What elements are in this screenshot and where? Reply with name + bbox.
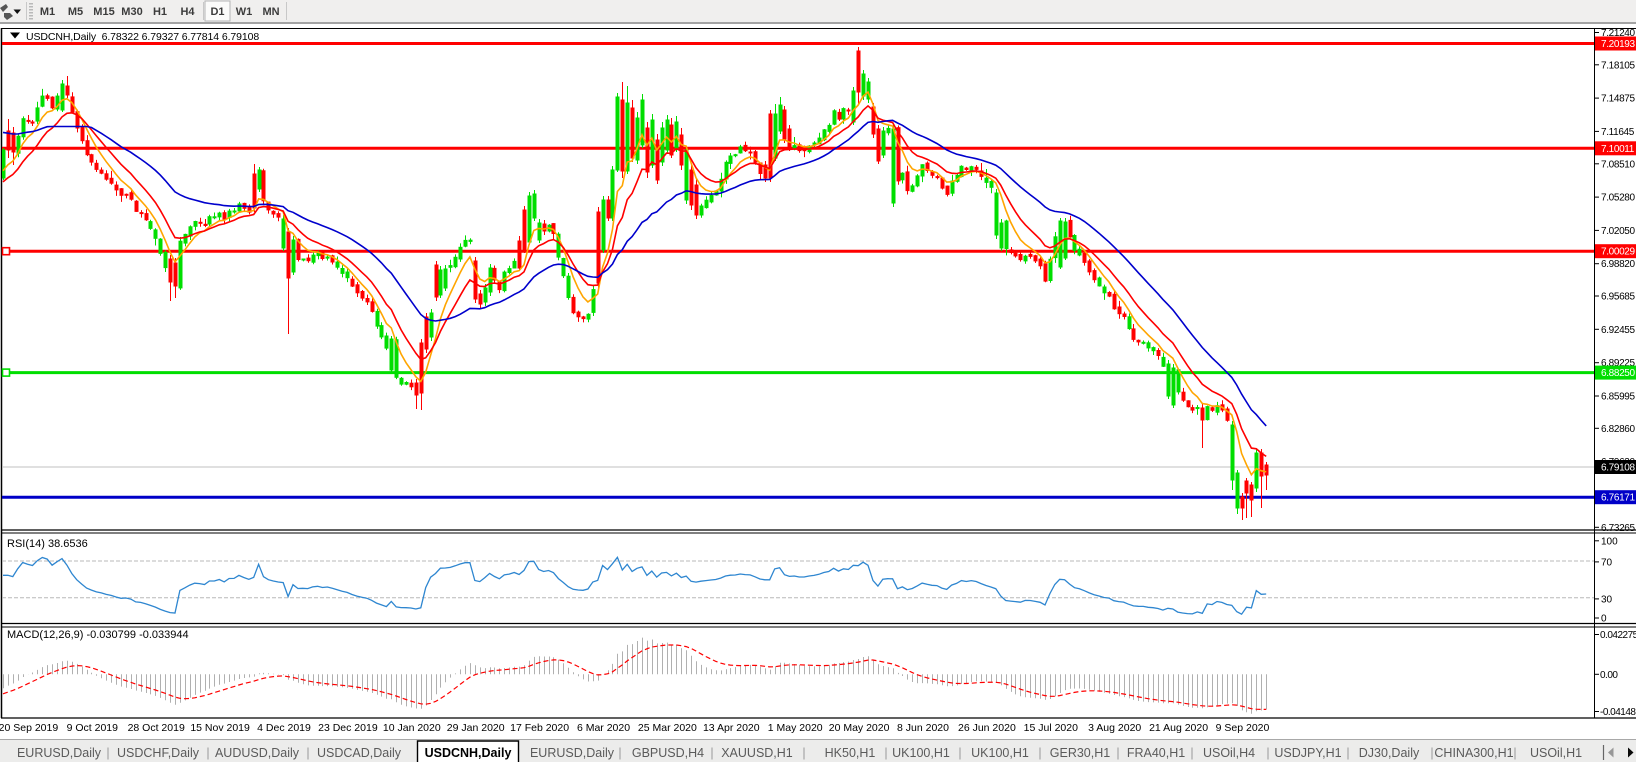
svg-text:M15: M15 [93,6,114,18]
svg-text:|: | [206,746,209,760]
svg-text:15 Nov 2019: 15 Nov 2019 [190,722,250,734]
svg-text:6.79108: 6.79108 [1601,463,1635,474]
svg-text:25 Mar 2020: 25 Mar 2020 [638,722,697,734]
svg-text:30: 30 [1601,594,1613,605]
svg-text:10 Jan 2020: 10 Jan 2020 [383,722,441,734]
svg-text:13 Apr 2020: 13 Apr 2020 [703,722,760,734]
svg-text:M5: M5 [68,6,83,18]
svg-text:|: | [1266,746,1269,760]
svg-text:RSI(14) 38.6536: RSI(14) 38.6536 [7,538,88,550]
svg-text:USDJPY,H1: USDJPY,H1 [1274,746,1341,760]
svg-text:USOil,H4: USOil,H4 [1203,746,1255,760]
svg-text:EURUSD,Daily: EURUSD,Daily [17,746,102,760]
svg-text:HK50,H1: HK50,H1 [825,746,876,760]
svg-text:7.21240: 7.21240 [1601,28,1635,39]
svg-text:7.11645: 7.11645 [1601,127,1635,138]
svg-text:DJ30,Daily: DJ30,Daily [1359,746,1420,760]
svg-text:W1: W1 [236,6,253,18]
svg-text:GER30,H1: GER30,H1 [1050,746,1110,760]
svg-text:|: | [1346,746,1349,760]
svg-text:|: | [802,746,805,760]
svg-text:28 Oct 2019: 28 Oct 2019 [128,722,185,734]
svg-text:XAUUSD,H1: XAUUSD,H1 [721,746,793,760]
svg-text:29 Jan 2020: 29 Jan 2020 [447,722,505,734]
svg-text:7.00029: 7.00029 [1601,247,1635,258]
svg-text:|: | [1430,746,1433,760]
svg-text:0.00: 0.00 [1600,670,1618,681]
svg-text:6.82860: 6.82860 [1601,424,1635,435]
svg-text:6.98820: 6.98820 [1601,259,1635,270]
svg-text:9 Sep 2020: 9 Sep 2020 [1216,722,1270,734]
svg-text:H1: H1 [153,6,167,18]
svg-text:6.85995: 6.85995 [1601,392,1635,403]
svg-text:17 Feb 2020: 17 Feb 2020 [510,722,569,734]
svg-text:|: | [1116,746,1119,760]
svg-text:GBPUSD,H4: GBPUSD,H4 [632,746,704,760]
svg-text:USDCAD,Daily: USDCAD,Daily [317,746,402,760]
svg-text:6.92455: 6.92455 [1601,325,1635,336]
svg-text:|: | [884,746,887,760]
svg-text:6 Mar 2020: 6 Mar 2020 [577,722,630,734]
svg-text:7.05280: 7.05280 [1601,193,1635,204]
svg-text:7.14875: 7.14875 [1601,94,1635,105]
svg-text:MN: MN [262,6,279,18]
svg-text:M30: M30 [121,6,142,18]
svg-text:21 Aug 2020: 21 Aug 2020 [1149,722,1208,734]
svg-text:|: | [1513,746,1516,760]
svg-text:H4: H4 [180,6,195,18]
svg-text:20 Sep 2019: 20 Sep 2019 [0,722,58,734]
svg-text:|: | [306,746,309,760]
svg-text:6.76171: 6.76171 [1601,493,1635,504]
svg-text:|: | [618,746,621,760]
svg-text:0: 0 [1601,614,1607,625]
svg-text:6.95685: 6.95685 [1601,292,1635,303]
svg-text:|: | [958,746,961,760]
svg-text:D1: D1 [210,6,224,18]
svg-text:7.18105: 7.18105 [1601,60,1635,71]
svg-text:6.73265: 6.73265 [1601,523,1635,534]
svg-text:UK100,H1: UK100,H1 [971,746,1029,760]
svg-text:26 Jun 2020: 26 Jun 2020 [958,722,1016,734]
svg-text:6.88250: 6.88250 [1601,368,1635,379]
svg-text:100: 100 [1601,536,1618,547]
svg-text:7.02050: 7.02050 [1601,226,1635,237]
svg-text:MACD(12,26,9) -0.030799 -0.033: MACD(12,26,9) -0.030799 -0.033944 [7,629,189,641]
svg-text:USDCNH,Daily: USDCNH,Daily [425,746,512,760]
svg-text:6.89225: 6.89225 [1601,358,1635,369]
svg-text:USOil,H1: USOil,H1 [1530,746,1582,760]
svg-text:3 Aug 2020: 3 Aug 2020 [1088,722,1141,734]
svg-text:0.042275: 0.042275 [1600,630,1636,641]
svg-text:8 Jun 2020: 8 Jun 2020 [897,722,949,734]
svg-text:1 May 2020: 1 May 2020 [768,722,823,734]
svg-text:|: | [710,746,713,760]
svg-text:AUDUSD,Daily: AUDUSD,Daily [215,746,300,760]
svg-text:-0.04148: -0.04148 [1600,707,1636,718]
svg-text:15 Jul 2020: 15 Jul 2020 [1024,722,1078,734]
svg-text:|: | [1190,746,1193,760]
svg-text:7.10011: 7.10011 [1601,144,1635,155]
svg-text:M1: M1 [40,6,55,18]
svg-text:USDCNH,Daily 6.78322 6.79327: USDCNH,Daily 6.78322 6.79327 6.77814 6.7… [26,31,259,43]
svg-text:CHINA300,H1: CHINA300,H1 [1434,746,1513,760]
svg-text:9 Oct 2019: 9 Oct 2019 [67,722,119,734]
svg-text:|: | [106,746,109,760]
svg-text:|: | [1038,746,1041,760]
svg-text:23 Dec 2019: 23 Dec 2019 [318,722,378,734]
svg-text:USDCHF,Daily: USDCHF,Daily [117,746,200,760]
svg-text:20 May 2020: 20 May 2020 [829,722,890,734]
svg-text:EURUSD,Daily: EURUSD,Daily [530,746,615,760]
svg-text:70: 70 [1601,557,1613,568]
svg-text:UK100,H1: UK100,H1 [892,746,950,760]
svg-text:4 Dec 2019: 4 Dec 2019 [257,722,311,734]
svg-text:7.20193: 7.20193 [1601,39,1635,50]
svg-text:FRA40,H1: FRA40,H1 [1127,746,1185,760]
svg-text:7.08510: 7.08510 [1601,159,1635,170]
